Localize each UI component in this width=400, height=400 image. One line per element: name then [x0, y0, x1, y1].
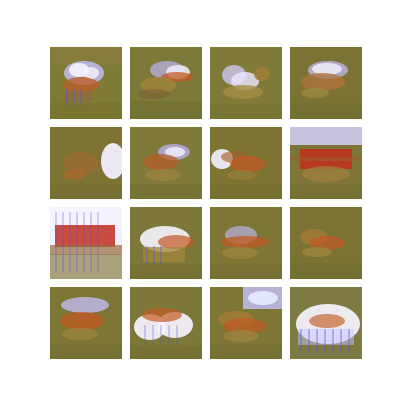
sample-tile-13 [50, 287, 122, 359]
sample-image-7 [210, 127, 282, 199]
sample-tile-1 [50, 47, 122, 119]
sample-image-15 [210, 287, 282, 359]
sample-tile-11 [210, 207, 282, 279]
sample-grid [50, 47, 362, 359]
sample-tile-2 [130, 47, 202, 119]
sample-image-10 [130, 207, 202, 279]
sample-tile-3 [210, 47, 282, 119]
sample-image-6 [130, 127, 202, 199]
sample-image-12 [290, 207, 362, 279]
sample-image-16 [290, 287, 362, 359]
sample-image-3 [210, 47, 282, 119]
sample-tile-9 [50, 207, 122, 279]
sample-image-8 [290, 127, 362, 199]
sample-tile-14 [130, 287, 202, 359]
sample-tile-4 [290, 47, 362, 119]
sample-tile-5 [50, 127, 122, 199]
sample-tile-6 [130, 127, 202, 199]
sample-tile-10 [130, 207, 202, 279]
sample-image-13 [50, 287, 122, 359]
sample-image-9 [50, 207, 122, 279]
sample-tile-8 [290, 127, 362, 199]
sample-image-11 [210, 207, 282, 279]
sample-image-14 [130, 287, 202, 359]
sample-image-4 [290, 47, 362, 119]
sample-tile-15 [210, 287, 282, 359]
sample-tile-12 [290, 207, 362, 279]
sample-image-1 [50, 47, 122, 119]
sample-image-2 [130, 47, 202, 119]
sample-tile-7 [210, 127, 282, 199]
sample-image-5 [50, 127, 122, 199]
sample-tile-16 [290, 287, 362, 359]
